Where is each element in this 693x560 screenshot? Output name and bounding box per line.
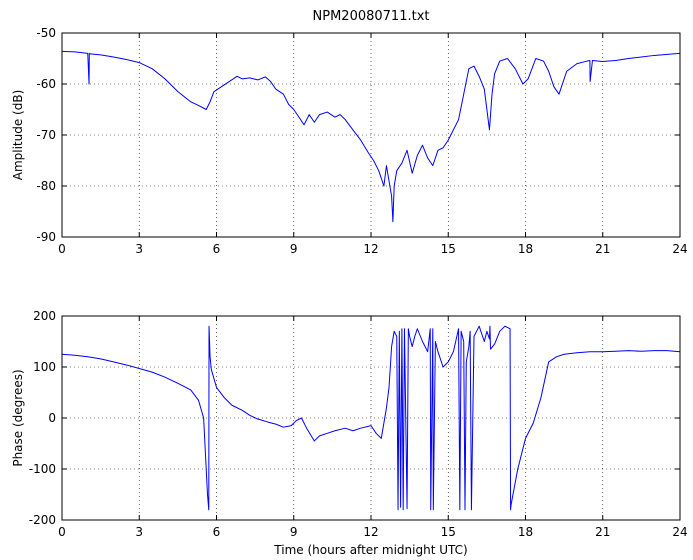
amplitude-y-tick-label: -60 (36, 77, 56, 91)
phase-series-line (61, 325, 681, 511)
amplitude-x-tick-label: 3 (135, 242, 143, 256)
amplitude-x-tick-label: 6 (213, 242, 221, 256)
amplitude-x-tick-label: 9 (290, 242, 298, 256)
phase-y-tick-label: 100 (33, 360, 56, 374)
amplitude-y-axis-label: Amplitude (dB) (11, 90, 25, 181)
plot-title: NPM20080711.txt (313, 9, 430, 24)
phase-axes: 0 3 6 9 12 15 18 21 24 -200 -100 0 100 200 Phase (degr… (11, 309, 688, 557)
phase-x-tick-label: 15 (441, 525, 456, 539)
amplitude-x-tick-label: 12 (363, 242, 378, 256)
amplitude-y-tick-label: -80 (36, 179, 56, 193)
amplitude-x-tick-label: 18 (518, 242, 533, 256)
amplitude-x-tick-label: 15 (441, 242, 456, 256)
phase-y-tick-label: 0 (48, 411, 56, 425)
phase-x-axis-label: Time (hours after midnight UTC) (273, 543, 467, 557)
phase-x-tick-label: 24 (672, 525, 687, 539)
phase-x-tick-label: 6 (213, 525, 221, 539)
phase-y-axis-label: Phase (degrees) (11, 369, 25, 466)
phase-y-tick-label: 200 (33, 309, 56, 323)
amplitude-series-line (61, 50, 681, 223)
amplitude-y-tick-label: -70 (36, 128, 56, 142)
amplitude-x-tick-label: 21 (595, 242, 610, 256)
phase-x-tick-label: 12 (363, 525, 378, 539)
phase-x-tick-label: 9 (290, 525, 298, 539)
phase-x-tick-label: 21 (595, 525, 610, 539)
phase-x-tick-label: 18 (518, 525, 533, 539)
phase-x-tick-label: 0 (58, 525, 66, 539)
phase-y-tick-label: -200 (29, 513, 56, 527)
amplitude-x-tick-label: 24 (672, 242, 687, 256)
amplitude-axes: 0 3 6 9 12 15 18 21 24 -90 -80 -70 -60 -50 Amplitude (… (11, 26, 688, 256)
amplitude-x-tick-label: 0 (58, 242, 66, 256)
amplitude-y-tick-label: -50 (36, 26, 56, 40)
amplitude-y-tick-label: -90 (36, 230, 56, 244)
phase-y-tick-label: -100 (29, 462, 56, 476)
phase-x-tick-label: 3 (135, 525, 143, 539)
